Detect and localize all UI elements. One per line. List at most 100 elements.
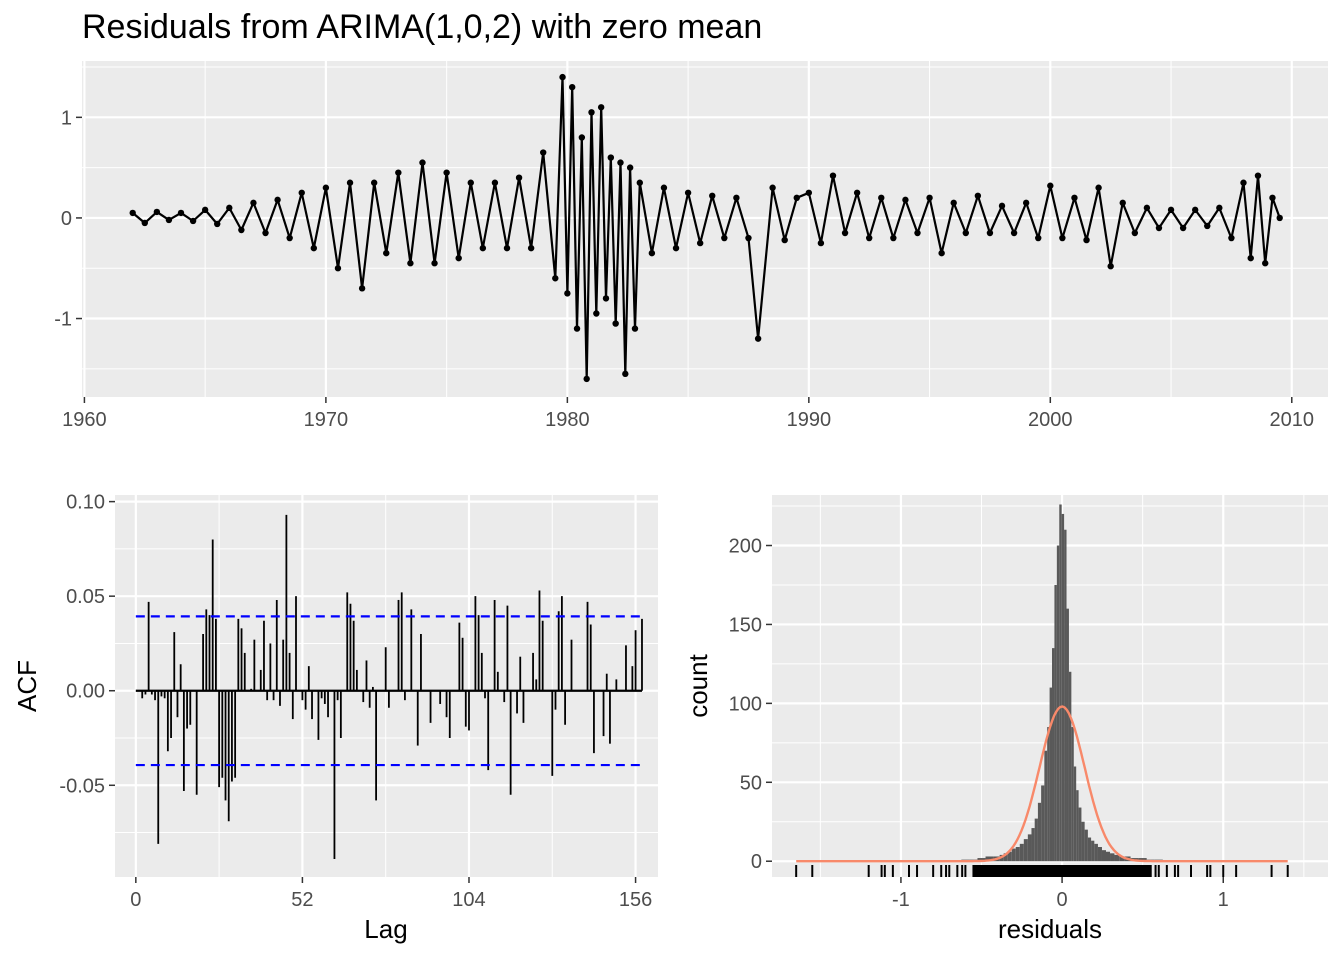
- residual-point: [998, 202, 1006, 210]
- histogram-panel: 0 50 100 150 200 -1 0 1 residuals count: [683, 495, 1328, 944]
- hist-bar: [1041, 785, 1045, 862]
- ts-x-tick-label: 2000: [1028, 409, 1073, 431]
- residual-point: [467, 179, 474, 186]
- hist-y-axis-title: count: [683, 653, 713, 717]
- hist-bar: [1081, 821, 1085, 862]
- residual-point: [443, 169, 450, 176]
- residual-point: [660, 184, 668, 191]
- acf-x-tick-label: 52: [291, 889, 313, 911]
- residual-point: [1010, 229, 1018, 237]
- residual-point: [503, 244, 511, 252]
- hist-normal-curve: [796, 705, 1288, 863]
- residual-point: [745, 234, 752, 242]
- residual-point: [1269, 194, 1276, 202]
- acf-x-axis-title: Lag: [364, 914, 407, 944]
- residual-point: [1059, 234, 1066, 242]
- residual-point: [583, 375, 590, 383]
- hist-x-tick-label: 0: [1057, 889, 1068, 911]
- ts-x-tick-label: 1960: [62, 409, 107, 431]
- hist-bar: [1007, 851, 1012, 862]
- residual-point: [1119, 199, 1126, 207]
- residual-point: [559, 73, 566, 81]
- residual-point: [805, 189, 813, 196]
- residual-point: [1254, 172, 1262, 179]
- residual-point: [607, 154, 615, 161]
- hist-bar: [1056, 545, 1060, 862]
- residual-point: [902, 196, 909, 204]
- acf-y-tick-label: 0.00: [66, 681, 105, 703]
- hist-rug: [795, 865, 1289, 877]
- hist-bar: [1003, 853, 1008, 862]
- rug-dense-block: [973, 865, 1151, 877]
- hist-bar: [1059, 504, 1062, 862]
- hist-y-tick-label: 150: [729, 614, 762, 636]
- residual-point: [1035, 234, 1042, 242]
- hist-bar: [1015, 847, 1020, 862]
- residual-point: [1276, 214, 1283, 222]
- residual-point: [1143, 204, 1151, 212]
- acf-panel: -0.05 0.00 0.05 0.10 0 52 104 156 Lag ACF: [12, 492, 658, 944]
- residual-point: [1247, 254, 1254, 262]
- residual-point: [829, 172, 837, 179]
- residual-point: [721, 234, 728, 242]
- hist-bar: [1037, 802, 1042, 862]
- residual-point: [684, 189, 692, 196]
- residual-point: [552, 275, 559, 282]
- hist-bar: [1044, 750, 1048, 862]
- residual-point: [262, 229, 269, 237]
- residual-point: [593, 310, 600, 317]
- hist-x-tick-label: 1: [1218, 889, 1229, 911]
- residual-point: [370, 179, 378, 186]
- ts-x-tick-label: 2010: [1270, 409, 1315, 431]
- residual-point: [1071, 194, 1078, 202]
- acf-x-tick-label: 156: [619, 889, 652, 911]
- ts-series: [129, 73, 1283, 383]
- residual-point: [626, 164, 634, 171]
- acf-y-axis: -0.05 0.00 0.05 0.10: [59, 492, 115, 797]
- hist-y-tick-label: 100: [729, 693, 762, 715]
- residual-point: [878, 194, 885, 202]
- acf-bars: [135, 514, 643, 860]
- ts-x-axis: 1960 1970 1980 1990 2000 2010: [62, 397, 1314, 431]
- hist-bar: [985, 856, 994, 862]
- hist-bar: [1071, 727, 1074, 862]
- residual-point: [226, 204, 233, 212]
- hist-bar: [1114, 854, 1120, 862]
- residual-point: [781, 236, 788, 244]
- residual-point: [1083, 236, 1090, 244]
- residual-point: [153, 208, 161, 216]
- residual-point: [696, 239, 704, 247]
- hist-bar: [1078, 807, 1082, 862]
- residual-point: [597, 104, 605, 111]
- residual-point: [1191, 206, 1199, 214]
- residual-point: [214, 220, 221, 228]
- residual-point: [334, 265, 342, 272]
- residual-point: [1228, 234, 1235, 242]
- hist-bar: [1138, 858, 1147, 862]
- residual-point: [540, 149, 547, 156]
- residual-point: [617, 159, 624, 166]
- residual-point: [129, 209, 136, 217]
- residual-point: [189, 217, 197, 225]
- hist-bar: [1110, 853, 1115, 862]
- residual-point: [455, 254, 462, 262]
- ts-x-tick-label: 1970: [304, 409, 349, 431]
- hist-y-tick-label: 0: [751, 851, 762, 873]
- residual-point: [1095, 184, 1102, 191]
- hist-bar: [1049, 687, 1053, 862]
- residual-point: [1179, 224, 1187, 232]
- residual-point: [602, 295, 610, 302]
- acf-y-axis-title: ACF: [12, 660, 42, 712]
- residual-point: [1107, 263, 1114, 270]
- figure-title: Residuals from ARIMA(1,0,2) with zero me…: [82, 8, 762, 46]
- residual-point: [578, 134, 586, 141]
- residual-point: [274, 196, 281, 204]
- ts-x-tick-label: 1990: [787, 409, 832, 431]
- hist-y-tick-label: 200: [729, 536, 762, 558]
- residual-point: [1216, 204, 1223, 212]
- residual-point: [491, 179, 499, 186]
- hist-bar: [1054, 584, 1057, 862]
- acf-y-tick-label: 0.10: [66, 492, 105, 514]
- residual-point: [754, 335, 762, 342]
- residual-point: [383, 249, 390, 257]
